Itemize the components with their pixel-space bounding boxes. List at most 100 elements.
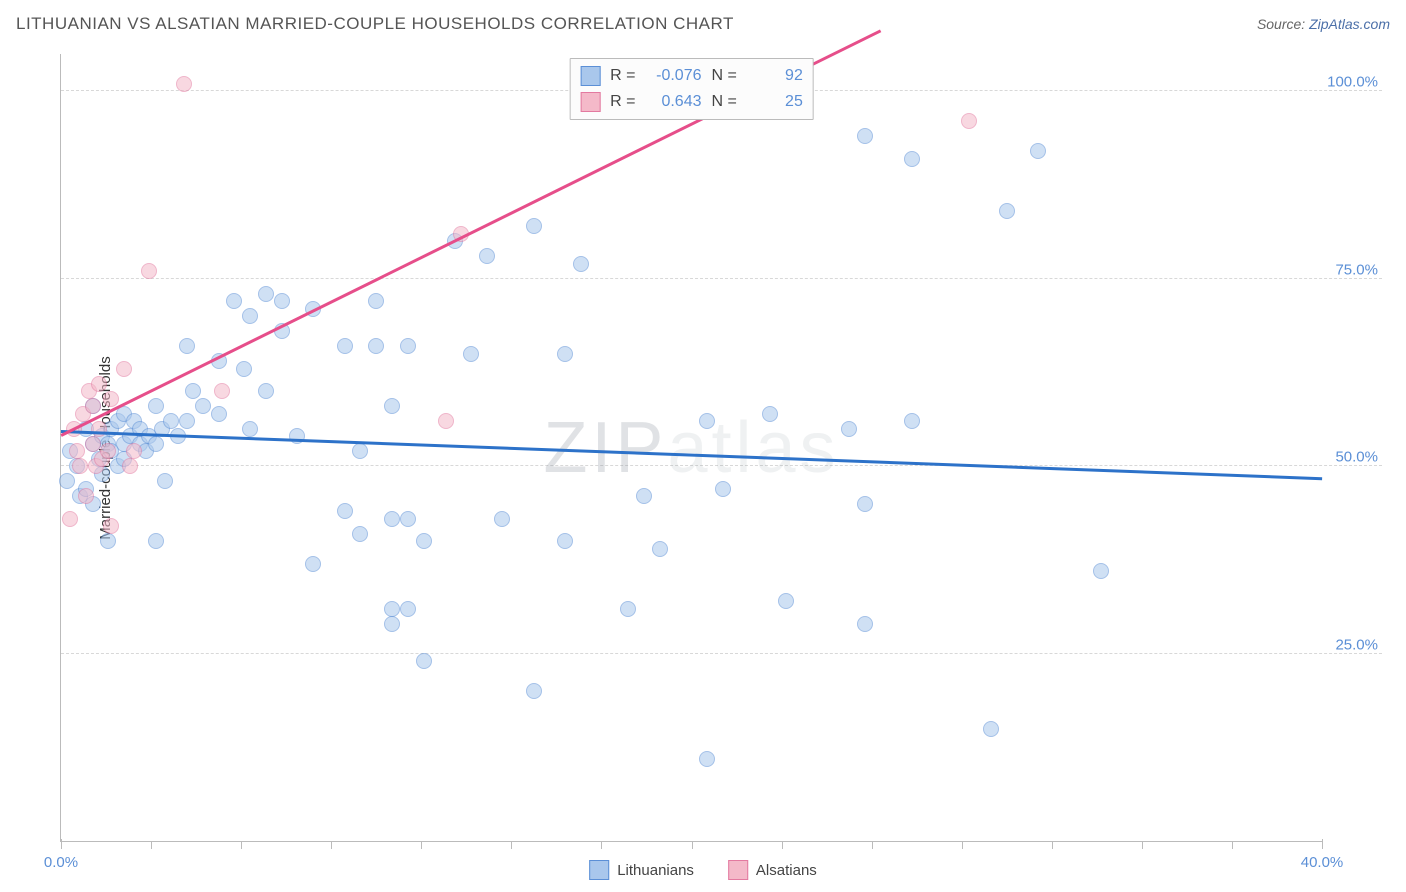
data-point-lithuanians (185, 383, 201, 399)
data-point-lithuanians (620, 601, 636, 617)
x-tick (1142, 841, 1143, 849)
x-tick (872, 841, 873, 849)
data-point-lithuanians (337, 338, 353, 354)
legend-item-lithuanians: Lithuanians (589, 860, 694, 880)
data-point-alsatians (122, 458, 138, 474)
x-tick-major (61, 839, 62, 849)
data-point-alsatians (69, 443, 85, 459)
data-point-alsatians (91, 376, 107, 392)
correlation-legend: R = -0.076 N = 92 R = 0.643 N = 25 (569, 58, 814, 120)
legend-label-alsatians: Alsatians (756, 862, 817, 879)
data-point-lithuanians (463, 346, 479, 362)
data-point-alsatians (438, 413, 454, 429)
data-point-alsatians (103, 391, 119, 407)
data-point-lithuanians (526, 218, 542, 234)
data-point-lithuanians (494, 511, 510, 527)
x-tick (1052, 841, 1053, 849)
data-point-lithuanians (699, 751, 715, 767)
x-tick (511, 841, 512, 849)
data-point-lithuanians (59, 473, 75, 489)
swatch-alsatians (580, 92, 600, 112)
data-point-alsatians (78, 488, 94, 504)
x-tick-label: 40.0% (1301, 854, 1344, 871)
data-point-lithuanians (857, 496, 873, 512)
data-point-lithuanians (236, 361, 252, 377)
y-tick-label: 75.0% (1335, 261, 1378, 278)
data-point-lithuanians (400, 601, 416, 617)
data-point-alsatians (62, 511, 78, 527)
data-point-lithuanians (352, 526, 368, 542)
data-point-alsatians (72, 458, 88, 474)
x-tick (962, 841, 963, 849)
plot-wrap: Married-couple Households ZIPatlas R = -… (38, 54, 1382, 842)
y-tick-label: 25.0% (1335, 636, 1378, 653)
x-tick (331, 841, 332, 849)
data-point-lithuanians (857, 128, 873, 144)
data-point-lithuanians (163, 413, 179, 429)
data-point-lithuanians (337, 503, 353, 519)
r-value-lithuanians: -0.076 (646, 67, 702, 85)
x-tick (601, 841, 602, 849)
n-label: N = (712, 93, 737, 111)
data-point-lithuanians (368, 338, 384, 354)
data-point-lithuanians (652, 541, 668, 557)
data-point-lithuanians (368, 293, 384, 309)
data-point-lithuanians (983, 721, 999, 737)
data-point-lithuanians (636, 488, 652, 504)
data-point-lithuanians (1093, 563, 1109, 579)
chart-title: LITHUANIAN VS ALSATIAN MARRIED-COUPLE HO… (16, 14, 734, 33)
data-point-lithuanians (573, 256, 589, 272)
data-point-alsatians (214, 383, 230, 399)
series-legend: Lithuanians Alsatians (589, 860, 817, 880)
n-value-alsatians: 25 (747, 93, 803, 111)
data-point-lithuanians (715, 481, 731, 497)
data-point-lithuanians (384, 398, 400, 414)
source-link[interactable]: ZipAtlas.com (1309, 16, 1390, 32)
data-point-lithuanians (157, 473, 173, 489)
x-tick (241, 841, 242, 849)
data-point-lithuanians (305, 556, 321, 572)
data-point-lithuanians (479, 248, 495, 264)
data-point-lithuanians (226, 293, 242, 309)
chart-container: LITHUANIAN VS ALSATIAN MARRIED-COUPLE HO… (0, 0, 1406, 892)
data-point-lithuanians (1030, 143, 1046, 159)
data-point-lithuanians (195, 398, 211, 414)
data-point-lithuanians (242, 421, 258, 437)
data-point-lithuanians (384, 616, 400, 632)
swatch-alsatians (728, 860, 748, 880)
correlation-row-lithuanians: R = -0.076 N = 92 (580, 63, 803, 89)
data-point-alsatians (85, 398, 101, 414)
plot-area: ZIPatlas R = -0.076 N = 92 R = 0.643 N =… (60, 54, 1322, 842)
x-tick-major (1322, 839, 1323, 849)
data-point-lithuanians (400, 511, 416, 527)
source-attribution: Source: ZipAtlas.com (1257, 16, 1390, 32)
data-point-lithuanians (526, 683, 542, 699)
legend-label-lithuanians: Lithuanians (617, 862, 694, 879)
data-point-alsatians (85, 436, 101, 452)
r-label: R = (610, 67, 635, 85)
data-point-alsatians (116, 361, 132, 377)
x-tick (421, 841, 422, 849)
data-point-alsatians (961, 113, 977, 129)
data-point-lithuanians (179, 338, 195, 354)
swatch-lithuanians (580, 66, 600, 86)
data-point-lithuanians (148, 533, 164, 549)
data-point-lithuanians (384, 601, 400, 617)
data-point-lithuanians (857, 616, 873, 632)
data-point-lithuanians (352, 443, 368, 459)
data-point-lithuanians (258, 383, 274, 399)
x-tick (692, 841, 693, 849)
data-point-lithuanians (557, 533, 573, 549)
title-row: LITHUANIAN VS ALSATIAN MARRIED-COUPLE HO… (16, 14, 1390, 44)
r-value-alsatians: 0.643 (646, 93, 702, 111)
data-point-lithuanians (384, 511, 400, 527)
data-point-lithuanians (416, 533, 432, 549)
data-point-lithuanians (211, 406, 227, 422)
watermark-atlas: atlas (667, 408, 839, 488)
y-tick-label: 100.0% (1327, 74, 1378, 91)
x-tick (1232, 841, 1233, 849)
r-label: R = (610, 93, 635, 111)
data-point-lithuanians (999, 203, 1015, 219)
data-point-alsatians (141, 263, 157, 279)
n-value-lithuanians: 92 (747, 67, 803, 85)
